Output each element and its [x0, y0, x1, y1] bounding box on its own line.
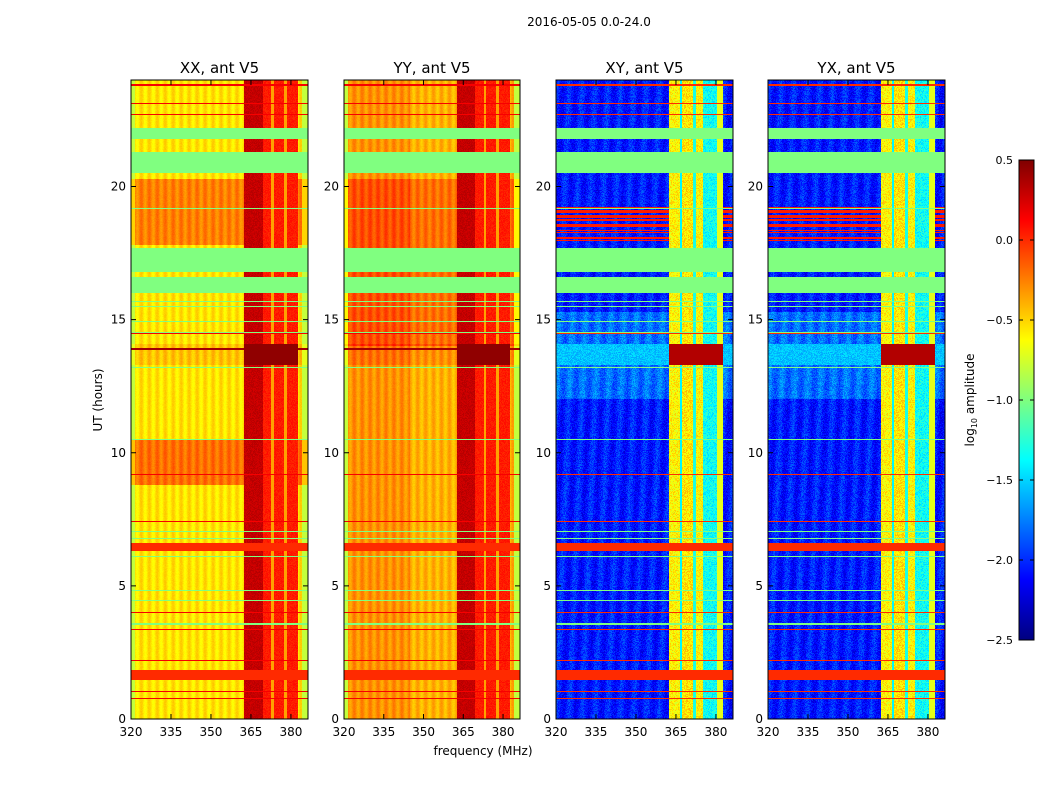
colorbar-tick-label: −1.0	[986, 394, 1013, 407]
colorbar-tick-label: −2.5	[986, 634, 1013, 647]
x-tick-label: 320	[757, 725, 780, 739]
x-tick-label: 320	[120, 725, 143, 739]
panel-title-yy: YY, ant V5	[392, 59, 470, 77]
x-tick-label: 350	[625, 725, 648, 739]
x-tick-label: 365	[877, 725, 900, 739]
figure-title: 2016-05-05 0.0-24.0	[527, 15, 651, 29]
y-tick-label: 5	[331, 579, 339, 593]
x-tick-label: 320	[545, 725, 568, 739]
x-tick-label: 365	[240, 725, 263, 739]
colorbar	[1019, 160, 1034, 640]
x-tick-label: 350	[837, 725, 860, 739]
x-tick-label: 380	[279, 725, 302, 739]
y-tick-label: 10	[324, 446, 339, 460]
heatmap-xy	[556, 80, 733, 719]
panel-frame-yx	[767, 79, 946, 720]
y-tick-label: 15	[536, 313, 551, 327]
x-tick-label: 380	[916, 725, 939, 739]
y-tick-label: 10	[748, 446, 763, 460]
heatmap-yx	[768, 80, 945, 719]
colorbar-label: log10 amplitude	[963, 354, 979, 447]
x-tick-label: 335	[372, 725, 395, 739]
x-tick-label: 350	[412, 725, 435, 739]
x-tick-label: 365	[452, 725, 475, 739]
y-tick-label: 20	[536, 180, 551, 194]
heatmap-xx	[131, 80, 308, 719]
panel-frame-xy	[555, 79, 734, 720]
y-tick-label: 0	[331, 712, 339, 726]
y-tick-label: 15	[748, 313, 763, 327]
x-tick-label: 350	[200, 725, 223, 739]
x-tick-label: 335	[797, 725, 820, 739]
y-tick-label: 20	[748, 180, 763, 194]
y-tick-label: 15	[111, 313, 126, 327]
y-tick-label: 10	[536, 446, 551, 460]
x-tick-label: 320	[333, 725, 356, 739]
x-tick-label: 380	[492, 725, 515, 739]
colorbar-tick-label: −2.0	[986, 554, 1013, 567]
colorbar-tick-label: 0.0	[996, 234, 1014, 247]
y-tick-label: 0	[755, 712, 763, 726]
panel-title-xx: XX, ant V5	[180, 59, 259, 77]
heatmap-yy	[344, 80, 520, 719]
y-tick-label: 20	[324, 180, 339, 194]
x-tick-label: 365	[665, 725, 688, 739]
panel-title-xy: XY, ant V5	[605, 59, 683, 77]
colorbar-tick-label: −1.5	[986, 474, 1013, 487]
colorbar-tick-label: −0.5	[986, 314, 1013, 327]
x-tick-label: 335	[160, 725, 183, 739]
y-tick-label: 15	[324, 313, 339, 327]
panel-title-yx: YX, ant V5	[816, 59, 895, 77]
x-axis-label: frequency (MHz)	[433, 744, 532, 758]
y-tick-label: 5	[755, 579, 763, 593]
x-tick-label: 335	[585, 725, 608, 739]
x-tick-label: 380	[704, 725, 727, 739]
panel-frame-yy	[343, 79, 521, 720]
y-tick-label: 0	[118, 712, 126, 726]
y-tick-label: 5	[543, 579, 551, 593]
panel-frame-xx	[130, 79, 309, 720]
y-tick-label: 10	[111, 446, 126, 460]
y-tick-label: 20	[111, 180, 126, 194]
y-tick-label: 5	[118, 579, 126, 593]
y-tick-label: 0	[543, 712, 551, 726]
colorbar-tick-label: 0.5	[996, 154, 1014, 167]
y-axis-label: UT (hours)	[91, 368, 105, 431]
